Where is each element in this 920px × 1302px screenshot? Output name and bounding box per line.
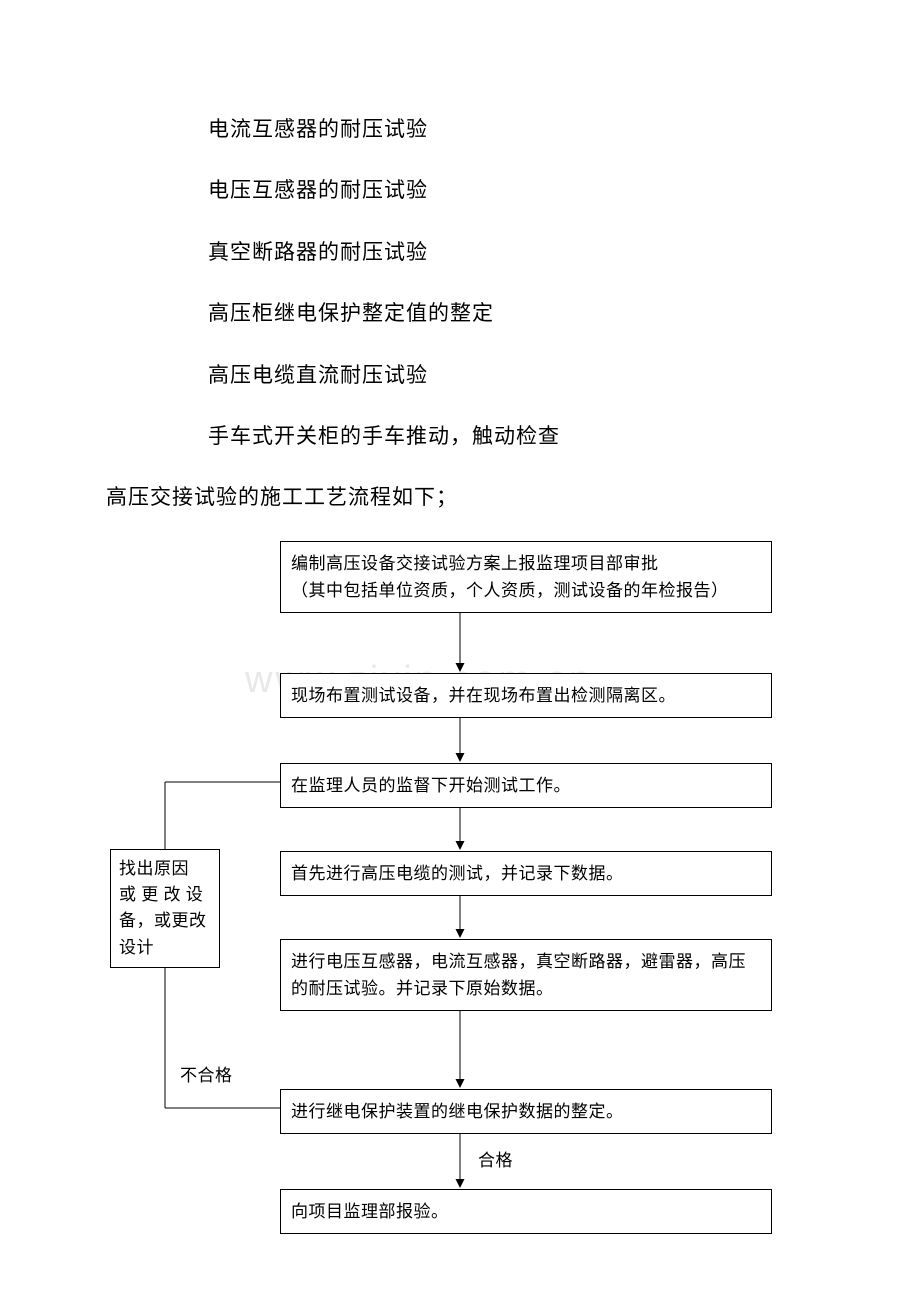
flow-box-1-line1: 编制高压设备交接试验方案上报监理项目部审批 [291,550,761,577]
flow-box-2: 现场布置测试设备，并在现场布置出检测隔离区。 [280,673,772,718]
flow-box-3: 在监理人员的监督下开始测试工作。 [280,763,772,808]
text-l6: 手车式开关柜的手车推动，触动检查 [0,422,920,451]
flow-sidebox: 找出原因 或 更 改 设 备，或更改 设计 [110,849,220,968]
flow-box-1: 编制高压设备交接试验方案上报监理项目部审批 （其中包括单位资质，个人资质，测试设… [280,541,772,613]
sidebox-l3: 备，或更改 [119,908,211,934]
sidebox-l1: 找出原因 [119,856,211,882]
text-l4: 高压柜继电保护整定值的整定 [0,299,920,328]
label-pass: 合格 [478,1146,513,1171]
sidebox-l2: 或 更 改 设 [119,882,211,908]
text-l2: 电压互感器的耐压试验 [0,176,920,205]
text-l3: 真空断路器的耐压试验 [0,238,920,267]
sidebox-l4: 设计 [119,935,211,961]
flow-box-5-line2: 的耐压试验。并记录下原始数据。 [291,975,761,1002]
flow-box-7: 向项目监理部报验。 [280,1189,772,1234]
flow-box-5: 进行电压互感器，电流互感器，真空断路器，避雷器，高压 的耐压试验。并记录下原始数… [280,939,772,1011]
flow-box-6: 进行继电保护装置的继电保护数据的整定。 [280,1089,772,1134]
flow-box-4: 首先进行高压电缆的测试，并记录下数据。 [280,851,772,896]
text-l1: 电流互感器的耐压试验 [0,115,920,144]
flowchart-container: www.zixin.com.cn 编制高压设备交接试验方案上报监理项目部审批 （… [0,541,920,1241]
flow-box-1-line2: （其中包括单位资质，个人资质，测试设备的年检报告） [291,577,761,604]
text-l7: 高压交接试验的施工工艺流程如下； [0,483,920,512]
flow-box-5-line1: 进行电压互感器，电流互感器，真空断路器，避雷器，高压 [291,948,761,975]
label-fail: 不合格 [180,1061,233,1086]
text-l5: 高压电缆直流耐压试验 [0,361,920,390]
